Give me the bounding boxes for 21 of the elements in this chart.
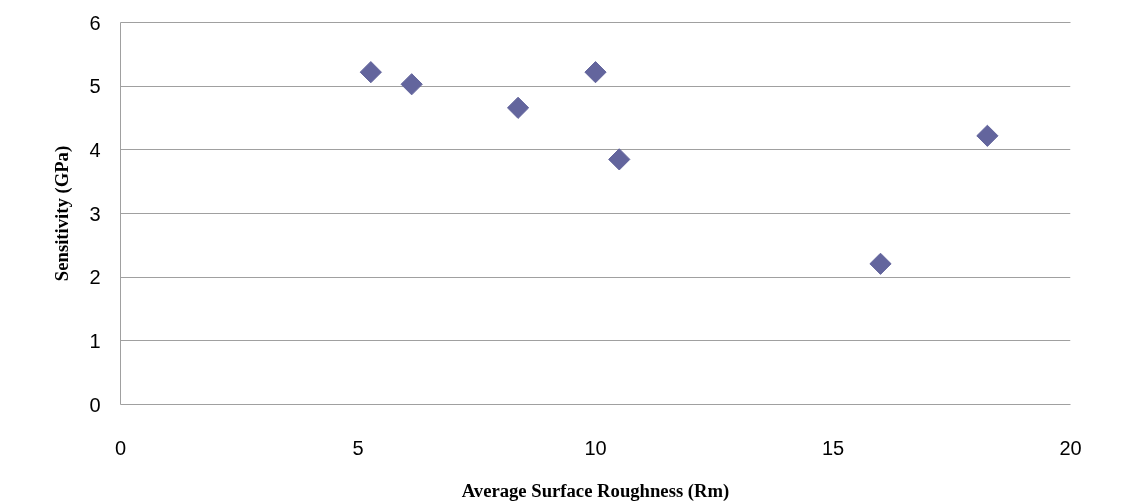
point <box>400 73 423 96</box>
x-tick-label: 20 <box>1059 436 1082 459</box>
point <box>506 96 530 119</box>
x-axis-title: Average Surface Roughness (Rm) <box>461 479 730 502</box>
point <box>584 61 607 84</box>
y-tick-label: 0 <box>89 393 101 416</box>
x-tick-label: 5 <box>352 436 364 459</box>
point <box>869 252 892 275</box>
y-tick-label: 1 <box>89 329 101 352</box>
x-tick-label: 0 <box>114 436 127 459</box>
y-tick-label: 4 <box>89 138 101 161</box>
y-tick-label: 2 <box>89 266 101 289</box>
y-tick-label: 6 <box>89 11 101 34</box>
y-tick-label: 3 <box>89 202 101 225</box>
point <box>359 61 382 84</box>
y-tick-label: 5 <box>89 75 101 98</box>
point <box>608 148 631 171</box>
x-tick-label: 10 <box>584 436 607 459</box>
x-tick-label: 15 <box>821 436 845 459</box>
point <box>976 124 999 147</box>
y-axis-title: Sensitivity (GPa) <box>51 145 74 282</box>
